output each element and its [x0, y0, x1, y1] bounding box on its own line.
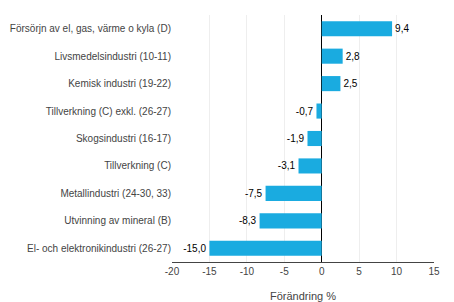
svg-text:-15,0: -15,0 [183, 243, 206, 254]
svg-text:2,8: 2,8 [346, 51, 360, 62]
svg-text:-0,7: -0,7 [296, 106, 314, 117]
svg-text:Livsmedelsindustri (10-11): Livsmedelsindustri (10-11) [54, 51, 171, 62]
svg-text:Kemisk industri (19-22): Kemisk industri (19-22) [68, 78, 171, 89]
svg-text:-1,9: -1,9 [287, 133, 305, 144]
svg-text:Tillverkning (C) exkl. (26-27): Tillverkning (C) exkl. (26-27) [46, 106, 171, 117]
svg-text:5: 5 [356, 266, 362, 277]
svg-text:Utvinning av mineral (B): Utvinning av mineral (B) [64, 215, 171, 226]
svg-text:Skogsindustri (16-17): Skogsindustri (16-17) [76, 133, 171, 144]
svg-text:-5: -5 [280, 266, 289, 277]
svg-text:-15: -15 [202, 266, 217, 277]
svg-text:-8,3: -8,3 [239, 215, 257, 226]
svg-text:-3,1: -3,1 [278, 160, 296, 171]
svg-text:10: 10 [391, 266, 403, 277]
svg-text:-10: -10 [240, 266, 255, 277]
svg-text:15: 15 [428, 266, 440, 277]
svg-text:El- och elektronikindustri (26: El- och elektronikindustri (26-27) [27, 243, 171, 254]
svg-text:Metallindustri (24-30, 33): Metallindustri (24-30, 33) [60, 188, 171, 199]
svg-text:-7,5: -7,5 [245, 188, 263, 199]
svg-text:Förändring %: Förändring % [270, 290, 336, 302]
svg-text:0: 0 [319, 266, 325, 277]
svg-text:Tillverkning (C): Tillverkning (C) [104, 160, 171, 171]
svg-text:Försörjn av el, gas, värme o k: Försörjn av el, gas, värme o kyla (D) [10, 23, 171, 34]
svg-text:2,5: 2,5 [343, 78, 357, 89]
svg-text:-20: -20 [165, 266, 180, 277]
svg-text:9,4: 9,4 [395, 23, 409, 34]
